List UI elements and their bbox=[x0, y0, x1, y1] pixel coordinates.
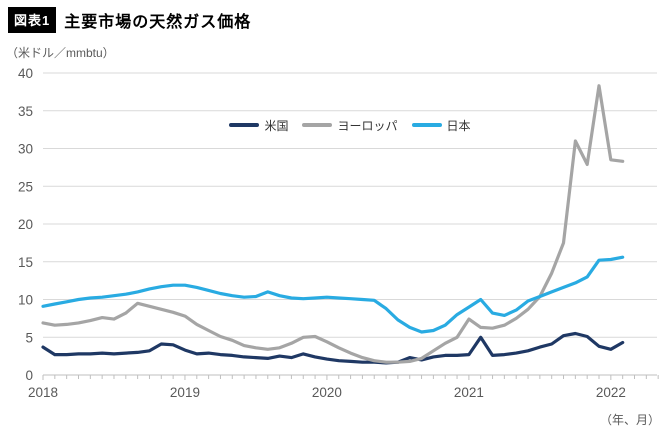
x-axis-tick-label: 2019 bbox=[170, 385, 200, 400]
legend-label-japan: 日本 bbox=[446, 118, 471, 133]
y-axis-tick-label: 5 bbox=[25, 330, 33, 345]
legend-item-japan: 日本 bbox=[411, 117, 471, 134]
legend-item-us: 米国 bbox=[229, 117, 288, 134]
page-header: 図表1 主要市場の天然ガス価格 bbox=[8, 7, 251, 33]
x-axis-tick-label: 2021 bbox=[454, 385, 484, 400]
series-line-europe bbox=[41, 84, 625, 364]
legend-item-europe: ヨーロッパ bbox=[302, 117, 398, 134]
y-axis-tick-label: 25 bbox=[18, 179, 33, 194]
series-line-japan bbox=[41, 255, 625, 334]
y-axis-tick-label: 15 bbox=[18, 255, 33, 270]
x-axis-tick-label: 2022 bbox=[596, 385, 626, 400]
y-axis-tick-label: 20 bbox=[18, 217, 33, 232]
y-axis-tick-label: 40 bbox=[18, 66, 33, 81]
legend-label-europe: ヨーロッパ bbox=[337, 118, 398, 133]
x-axis-tick-label: 2020 bbox=[312, 385, 342, 400]
y-axis-unit-label: （米ドル／mmbtu） bbox=[6, 46, 115, 60]
legend-swatch bbox=[411, 123, 442, 127]
x-axis-tick-label: 2018 bbox=[28, 385, 58, 400]
x-axis-unit-label: （年、月） bbox=[599, 413, 660, 427]
series-line-us bbox=[41, 331, 625, 365]
y-axis-tick-label: 35 bbox=[18, 104, 33, 119]
y-axis-tick-label: 0 bbox=[25, 368, 33, 383]
legend-swatch bbox=[229, 123, 260, 127]
y-axis-tick-label: 30 bbox=[18, 142, 33, 157]
legend-swatch bbox=[302, 123, 333, 127]
legend-label-us: 米国 bbox=[264, 118, 289, 133]
chart-legend: 米国 ヨーロッパ 日本 bbox=[43, 117, 657, 133]
y-axis-tick-label: 10 bbox=[18, 293, 33, 308]
figure-badge: 図表1 bbox=[8, 7, 57, 33]
page-title: 主要市場の天然ガス価格 bbox=[64, 14, 252, 31]
